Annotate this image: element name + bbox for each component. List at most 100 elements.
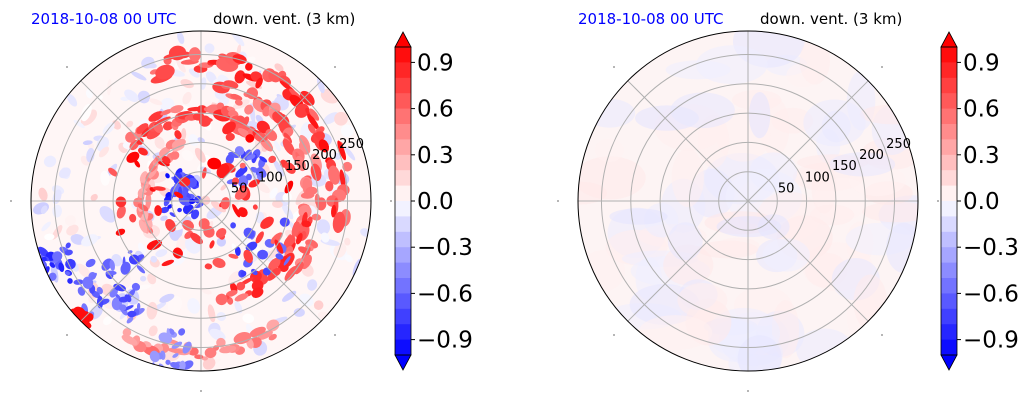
field-patch (167, 204, 173, 209)
angular-tick (557, 200, 559, 202)
panel-right-title-variable: down. vent. (3 km) (760, 10, 902, 28)
colorbar-segment (941, 124, 957, 140)
polar-grid-left (10, 31, 392, 392)
field-patch (298, 204, 312, 219)
angular-gridline (80, 200, 202, 322)
colorbar-tick-label: 0.6 (963, 97, 1000, 123)
field-patch (284, 265, 298, 281)
field-patch (307, 279, 318, 291)
field-patch (748, 92, 771, 139)
field-patch (225, 133, 235, 141)
field-patch (126, 120, 134, 128)
field-patch (295, 233, 303, 245)
field-patch (274, 63, 284, 72)
field-patch (138, 219, 148, 233)
angular-gridline (627, 200, 749, 322)
field-patch (116, 205, 126, 219)
angular-tick (200, 390, 202, 392)
field-patch (716, 237, 760, 255)
field-patch (334, 152, 342, 160)
field-patch (31, 258, 41, 266)
field-patch (853, 274, 888, 330)
field-patch (131, 282, 141, 291)
field-patch (256, 167, 267, 178)
field-patch (281, 202, 294, 220)
field-patch (155, 64, 175, 80)
field-patch (344, 146, 356, 161)
field-patch (332, 211, 346, 233)
field-patch (187, 298, 200, 314)
panel-right: 2018-10-08 00 UTC down. vent. (3 km) 50 1… (557, 10, 1019, 392)
field-patch (216, 337, 226, 348)
field-patch (177, 31, 185, 45)
field-patch (268, 70, 281, 83)
field-patch (215, 228, 227, 238)
colorbar-segment (395, 262, 411, 279)
field-patch (41, 221, 51, 232)
field-patch (80, 109, 98, 126)
polar-frame-left (30, 30, 372, 372)
angular-gridline (747, 80, 869, 202)
field-patch (236, 44, 242, 56)
field-patch (696, 45, 768, 85)
radial-tick-label: 50 (231, 182, 248, 197)
colorbar-extend-min (394, 354, 412, 371)
panel-left-title-variable: down. vent. (3 km) (213, 10, 355, 28)
field-patch (90, 193, 98, 201)
field-patch (64, 215, 76, 226)
colorbar-tick-label: 0.3 (417, 143, 454, 169)
colorbar-segment (941, 77, 957, 94)
field-patch (339, 169, 346, 189)
colorbar-segment (395, 278, 411, 294)
field-patch (215, 293, 228, 306)
panel-right-title-date: 2018-10-08 00 UTC (578, 10, 724, 28)
field-patch (96, 286, 103, 295)
field-patch (31, 253, 37, 260)
field-patch (174, 191, 184, 199)
field-patch (256, 181, 270, 194)
angular-gridline (747, 200, 869, 322)
field-patch (136, 302, 141, 311)
field-patch (203, 117, 213, 122)
field-patch (109, 259, 115, 271)
field-patch (148, 325, 158, 337)
field-patch (578, 156, 646, 200)
field-patch (268, 257, 281, 271)
field-patch (294, 103, 310, 118)
field-patch (202, 167, 207, 179)
field-patch (140, 275, 147, 282)
field-patch (44, 233, 55, 241)
field-patch (177, 207, 182, 213)
field-patch (300, 192, 315, 199)
field-patch (58, 167, 71, 179)
field-patch (102, 316, 113, 326)
colorbar-segment (395, 77, 411, 94)
colorbar-tick-label: −0.9 (417, 328, 473, 354)
colorbar-tick-label: 0.0 (417, 189, 454, 215)
field-patch (246, 154, 256, 161)
field-patch (246, 87, 259, 100)
colorbar-tick-label: 0.3 (963, 143, 1000, 169)
radial-tick-label: 100 (805, 170, 830, 185)
colorbar-segment (941, 139, 957, 156)
field-patch (234, 70, 246, 84)
field-patch (209, 328, 226, 341)
field-patch (169, 212, 176, 217)
field-patch (239, 162, 246, 169)
field-patch (232, 177, 240, 185)
field-patch (148, 111, 164, 122)
field-patch (138, 147, 148, 156)
field-patch (251, 268, 258, 276)
field-patch (165, 191, 171, 198)
field-patch (122, 328, 132, 337)
colorbar-tick-label: −0.6 (417, 281, 473, 307)
panel-left: 2018-10-08 00 UTC down. vent. (3 km) 50 1… (10, 10, 473, 392)
field-patch (76, 263, 91, 279)
field-patch (255, 231, 264, 244)
angular-tick (937, 200, 939, 202)
colorbar-segment (941, 154, 957, 171)
field-patch (318, 139, 330, 153)
polar-grid-right (557, 31, 939, 392)
